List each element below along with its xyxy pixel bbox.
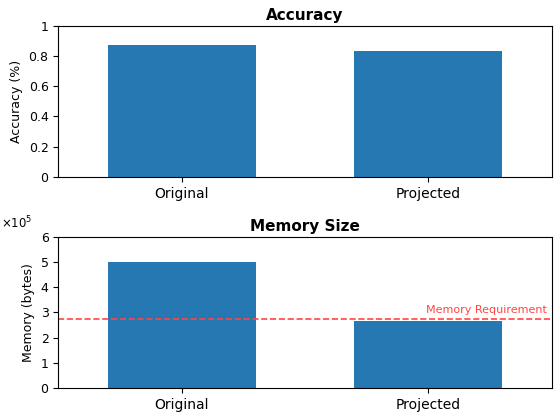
Bar xyxy=(108,262,255,388)
Bar xyxy=(108,45,255,177)
Text: $\times10^5$: $\times10^5$ xyxy=(2,214,33,231)
Bar xyxy=(354,51,502,177)
Text: Memory Requirement: Memory Requirement xyxy=(426,305,547,315)
Y-axis label: Accuracy (%): Accuracy (%) xyxy=(10,60,23,143)
Bar xyxy=(354,321,502,388)
Title: Memory Size: Memory Size xyxy=(250,219,360,234)
Title: Accuracy: Accuracy xyxy=(266,8,344,24)
Y-axis label: Memory (bytes): Memory (bytes) xyxy=(22,263,35,362)
